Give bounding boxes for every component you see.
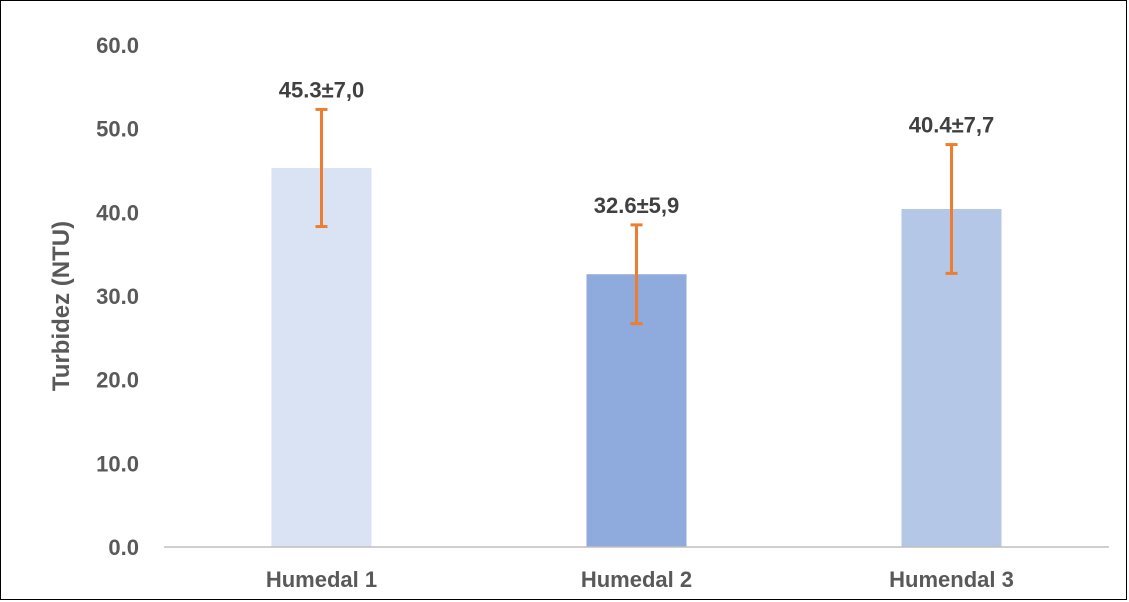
y-tick-label: 40.0 <box>96 200 139 225</box>
y-tick-label: 50.0 <box>96 117 139 142</box>
y-axis-ticks: 0.0 10.0 20.0 30.0 40.0 50.0 60.0 <box>96 33 139 560</box>
y-tick-label: 60.0 <box>96 33 139 58</box>
data-label: 40.4±7,7 <box>909 113 994 138</box>
y-tick-label: 10.0 <box>96 451 139 476</box>
bars-layer <box>271 167 1002 548</box>
bar <box>271 167 372 548</box>
data-labels-layer: 45.3±7,0 32.6±5,9 40.4±7,7 <box>279 77 994 217</box>
category-labels-layer: Humedal 1 Humedal 2 Humendal 3 <box>266 567 1014 592</box>
y-axis-title: Turbidez (NTU) <box>48 221 75 391</box>
y-axis-title-group: Turbidez (NTU) <box>48 221 75 391</box>
y-tick-label: 30.0 <box>96 284 139 309</box>
y-tick-label: 0.0 <box>108 535 139 560</box>
x-tick-label: Humedal 1 <box>266 567 377 592</box>
x-tick-label: Humendal 3 <box>889 567 1014 592</box>
error-bars-layer <box>315 107 958 326</box>
y-tick-label: 20.0 <box>96 368 139 393</box>
data-label: 45.3±7,0 <box>279 77 364 102</box>
error-bar <box>315 107 328 229</box>
error-bar <box>945 143 958 275</box>
x-tick-label: Humedal 2 <box>581 567 692 592</box>
data-label: 32.6±5,9 <box>594 193 679 218</box>
error-bar <box>630 223 643 326</box>
